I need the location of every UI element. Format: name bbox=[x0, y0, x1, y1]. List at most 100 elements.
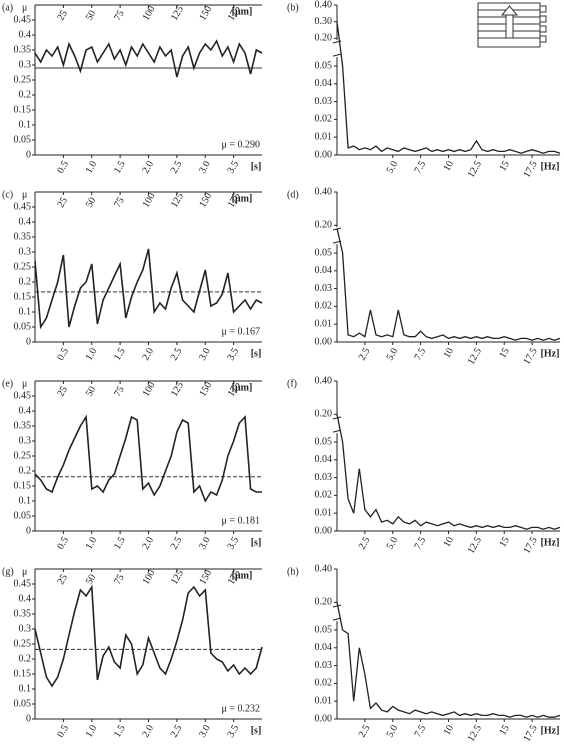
x-tick-label: 3.5 bbox=[225, 346, 241, 362]
x-tick-label: 17.5 bbox=[521, 159, 539, 180]
y-tick-label: 0.25 bbox=[14, 261, 32, 272]
x2-tick-label: 25 bbox=[55, 572, 70, 586]
icon-arrow-head bbox=[500, 5, 519, 16]
x2-tick-label: 100 bbox=[141, 191, 158, 209]
x-tick-label: 15 bbox=[497, 535, 512, 549]
groove-icon bbox=[477, 2, 547, 48]
x-tick-label: 7.5 bbox=[412, 535, 428, 551]
x-unit: [Hz] bbox=[541, 161, 560, 172]
x-tick-label: 5.0 bbox=[385, 535, 401, 551]
x2-tick-label: 50 bbox=[84, 8, 99, 22]
y-tick-label: 0.01 bbox=[315, 695, 333, 706]
x-tick-label: 1.0 bbox=[84, 535, 100, 551]
x2-tick-label: 150 bbox=[197, 380, 214, 398]
y-tick-label: 0.20 bbox=[315, 409, 333, 420]
x-tick-label: 0.5 bbox=[55, 723, 71, 739]
x-tick-label: 12.5 bbox=[466, 159, 484, 180]
y-tick-label: 0 bbox=[26, 149, 31, 160]
x2-tick-label: 75 bbox=[112, 195, 127, 209]
x-tick-label: 10 bbox=[442, 535, 457, 549]
y-tick-label: 0.15 bbox=[14, 291, 32, 302]
y-tick-label: 0.45 bbox=[14, 578, 32, 589]
x-tick-label: 3.5 bbox=[225, 535, 241, 551]
y-tick-label: 0.01 bbox=[315, 131, 333, 142]
x2-unit: [μm] bbox=[232, 570, 253, 581]
axis-break bbox=[332, 53, 342, 57]
spectrum-line bbox=[336, 228, 561, 341]
axis-break bbox=[332, 604, 342, 608]
x-unit: [Hz] bbox=[541, 348, 560, 359]
y-tick-label: 0.45 bbox=[14, 390, 32, 401]
y-tick-label: 0.05 bbox=[315, 624, 333, 635]
y-tick-label: 0.04 bbox=[315, 642, 333, 653]
x-tick-label: 17.5 bbox=[521, 723, 539, 744]
y-tick-label: 0.05 bbox=[315, 60, 333, 71]
y-tick-label: 0.3 bbox=[19, 435, 32, 446]
y-tick-label: 0.1 bbox=[19, 683, 32, 694]
panel-label: (e) bbox=[2, 378, 13, 389]
y-tick-label: 0.2 bbox=[19, 276, 32, 287]
y-tick-label: 0.00 bbox=[315, 336, 333, 347]
x2-tick-label: 50 bbox=[84, 195, 99, 209]
x-tick-label: 1.0 bbox=[84, 346, 100, 362]
y-tick-label: 0.00 bbox=[315, 713, 333, 724]
mean-label: μ = 0.181 bbox=[221, 515, 260, 526]
x-tick-label: 2.5 bbox=[169, 535, 185, 551]
spectrum-line bbox=[336, 21, 561, 154]
y-tick-label: 0.03 bbox=[315, 472, 333, 483]
x2-tick-label: 75 bbox=[112, 8, 127, 22]
panel-label: (a) bbox=[2, 2, 13, 13]
x-tick-label: 3.0 bbox=[197, 346, 213, 362]
y-tick-label: 0.1 bbox=[19, 119, 32, 130]
x2-unit: [μm] bbox=[232, 193, 253, 204]
x-tick-label: 3.0 bbox=[197, 723, 213, 739]
y-axis-label: μ bbox=[22, 378, 27, 389]
y-tick-label: 0.15 bbox=[14, 480, 32, 491]
mean-label: μ = 0.290 bbox=[221, 139, 260, 150]
x2-unit: [μm] bbox=[232, 6, 253, 17]
x-unit: [s] bbox=[251, 725, 262, 736]
x-tick-label: 1.0 bbox=[84, 159, 100, 175]
x-tick-label: 10 bbox=[442, 346, 457, 360]
y-tick-label: 0.05 bbox=[14, 510, 32, 521]
x-unit: [s] bbox=[251, 348, 262, 359]
spectrum-line bbox=[336, 602, 561, 718]
friction-trace bbox=[34, 584, 263, 688]
friction-trace bbox=[34, 248, 263, 330]
panel-label: (f) bbox=[287, 378, 297, 389]
icon-frame bbox=[477, 2, 541, 48]
y-tick-label: 0 bbox=[26, 525, 31, 536]
mean-label: μ = 0.167 bbox=[221, 326, 260, 337]
friction-trace bbox=[34, 39, 263, 78]
y-tick-label: 0.2 bbox=[19, 89, 32, 100]
x-tick-label: 0.5 bbox=[55, 535, 71, 551]
x-tick-label: 2.5 bbox=[169, 159, 185, 175]
panel-label: (d) bbox=[287, 189, 299, 200]
y-tick-label: 0.15 bbox=[14, 668, 32, 679]
x-tick-label: 7.5 bbox=[412, 159, 428, 175]
x-tick-label: 12.5 bbox=[466, 723, 484, 744]
y-tick-label: 0.20 bbox=[315, 597, 333, 608]
x2-tick-label: 125 bbox=[169, 568, 186, 586]
y-tick-label: 0.45 bbox=[14, 14, 32, 25]
y-tick-label: 0.04 bbox=[315, 78, 333, 89]
y-tick-label: 0.20 bbox=[315, 220, 333, 231]
x-tick-label: 5.0 bbox=[385, 159, 401, 175]
y-tick-label: 0.45 bbox=[14, 201, 32, 212]
icon-teeth bbox=[540, 5, 547, 43]
y-tick-label: 0.3 bbox=[19, 623, 32, 634]
y-tick-label: 0.3 bbox=[19, 246, 32, 257]
y-tick-label: 0.25 bbox=[14, 450, 32, 461]
y-tick-label: 0.20 bbox=[315, 33, 333, 44]
x-tick-label: 15 bbox=[497, 159, 512, 173]
x2-tick-label: 125 bbox=[169, 380, 186, 398]
spectrum-line bbox=[336, 414, 561, 530]
y-tick-label: 0.4 bbox=[19, 216, 32, 227]
x-tick-label: 17.5 bbox=[521, 535, 539, 556]
x2-tick-label: 125 bbox=[169, 191, 186, 209]
x-tick-label: 2.0 bbox=[140, 159, 156, 175]
x2-unit: [μm] bbox=[232, 382, 253, 393]
y-tick-label: 0.02 bbox=[315, 490, 333, 501]
x2-tick-label: 125 bbox=[169, 4, 186, 22]
x-tick-label: 2.5 bbox=[357, 535, 373, 551]
